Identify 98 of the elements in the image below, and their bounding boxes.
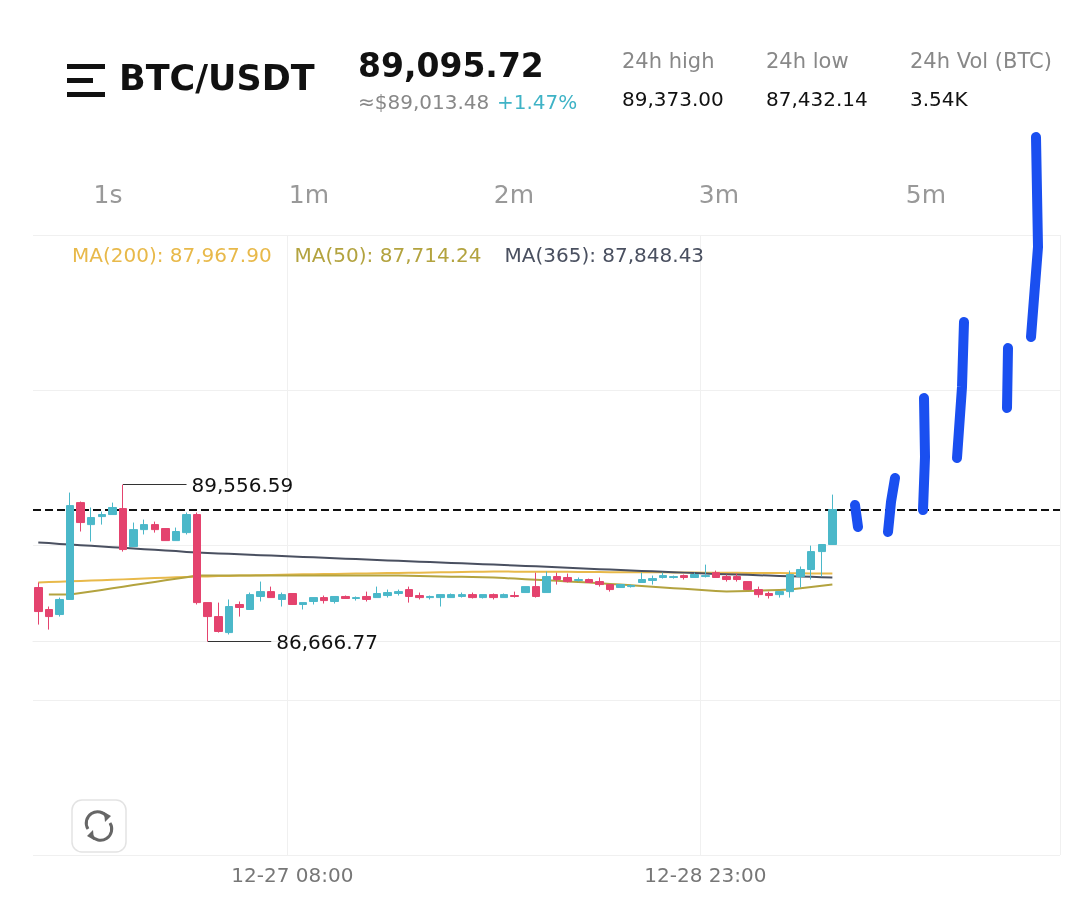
candlestick — [447, 593, 455, 599]
text: MA(200): 87,967.90 — [72, 243, 272, 267]
candlestick — [743, 581, 752, 591]
candlestick — [76, 501, 85, 532]
x-tick-label: 12-27 08:00 — [231, 863, 354, 887]
candlestick — [574, 576, 583, 583]
candlestick — [500, 593, 508, 599]
candlestick — [828, 494, 837, 546]
text: 24h Vol (BTC) — [910, 49, 1052, 73]
candlestick — [648, 575, 657, 586]
candlestick — [479, 594, 487, 600]
candlestick — [786, 570, 794, 599]
candlestick — [669, 575, 678, 580]
candlestick — [172, 527, 180, 542]
candlestick — [246, 592, 254, 611]
candlestick — [108, 502, 117, 516]
candlestick — [690, 572, 699, 578]
candlestick — [362, 591, 371, 603]
chart-title: BTC/USDT — [119, 58, 315, 98]
text: MA(365): 87,848.43 — [504, 243, 705, 267]
candlestick — [66, 492, 74, 600]
text: 89,095.72 — [358, 46, 544, 85]
annotation: 89,556.59 — [191, 472, 294, 497]
text: 1m — [288, 180, 330, 209]
candlestick — [161, 528, 170, 542]
candlestick — [309, 597, 318, 605]
candlestick — [87, 506, 95, 543]
candlestick — [415, 592, 424, 600]
text: 87,432.14 — [766, 87, 868, 111]
text: 3.54K — [910, 87, 968, 111]
candlestick — [203, 602, 212, 643]
candlestick — [45, 606, 53, 631]
candlestick — [458, 592, 466, 599]
candlestick — [405, 586, 413, 604]
candlestick — [616, 584, 625, 589]
candlestick — [55, 597, 64, 618]
candlestick — [394, 589, 403, 597]
candlestick — [489, 593, 498, 600]
candlestick — [638, 572, 646, 584]
candlestick — [330, 595, 339, 605]
candlestick — [34, 582, 43, 626]
candlestick — [140, 519, 148, 535]
candlestick — [225, 598, 233, 635]
candlestick — [510, 591, 519, 599]
text: +1.47% — [497, 90, 578, 114]
x-tick-label: 12-28 23:00 — [644, 863, 767, 887]
text: ≈$89,013.48 — [358, 90, 490, 114]
candlestick — [585, 578, 593, 584]
candlestick — [341, 595, 350, 600]
candlestick — [468, 592, 477, 600]
candlestick — [320, 595, 328, 605]
text: 24h high — [622, 49, 715, 73]
text: 5m — [905, 180, 947, 209]
candlestick — [278, 592, 286, 608]
text: MA(50): 87,714.24 — [294, 243, 482, 267]
candlestick — [606, 584, 614, 593]
candlestick — [235, 601, 244, 618]
candlestick — [701, 564, 710, 578]
candlestick — [129, 522, 138, 548]
candlestick — [553, 572, 561, 586]
candlestick — [595, 576, 604, 588]
candlestick — [722, 574, 731, 583]
candlestick — [426, 595, 434, 600]
candlestick — [352, 595, 360, 602]
candlestick — [563, 573, 572, 584]
candlestick — [267, 586, 275, 599]
candlestick — [288, 593, 297, 605]
candlestick — [627, 584, 635, 589]
candlestick — [807, 545, 815, 581]
candlestick — [521, 586, 530, 594]
text: 2m — [493, 180, 535, 209]
candlestick — [754, 586, 763, 599]
text: 24h low — [766, 49, 849, 73]
candlestick — [818, 544, 826, 578]
candlestick — [119, 484, 127, 553]
candlestick — [765, 591, 773, 600]
candlestick — [151, 521, 159, 534]
candlestick — [98, 511, 106, 526]
candlestick — [193, 512, 201, 605]
candlestick — [436, 594, 445, 608]
candlestick — [383, 589, 392, 599]
candlestick — [373, 586, 381, 599]
candlestick — [532, 572, 540, 599]
text: 89,373.00 — [622, 87, 724, 111]
text: 1s — [93, 180, 123, 209]
text: 3m — [698, 180, 740, 209]
candlestick — [659, 572, 667, 580]
candlestick — [712, 570, 720, 578]
candlestick — [256, 581, 265, 603]
candlestick — [542, 571, 551, 594]
annotation: 86,666.77 — [276, 629, 379, 654]
candlestick — [796, 566, 805, 589]
candlestick — [680, 574, 688, 581]
candlestick — [775, 591, 784, 599]
candlestick — [182, 512, 191, 535]
candlestick — [733, 573, 741, 583]
candlestick — [299, 602, 307, 611]
candlestick — [214, 602, 223, 634]
